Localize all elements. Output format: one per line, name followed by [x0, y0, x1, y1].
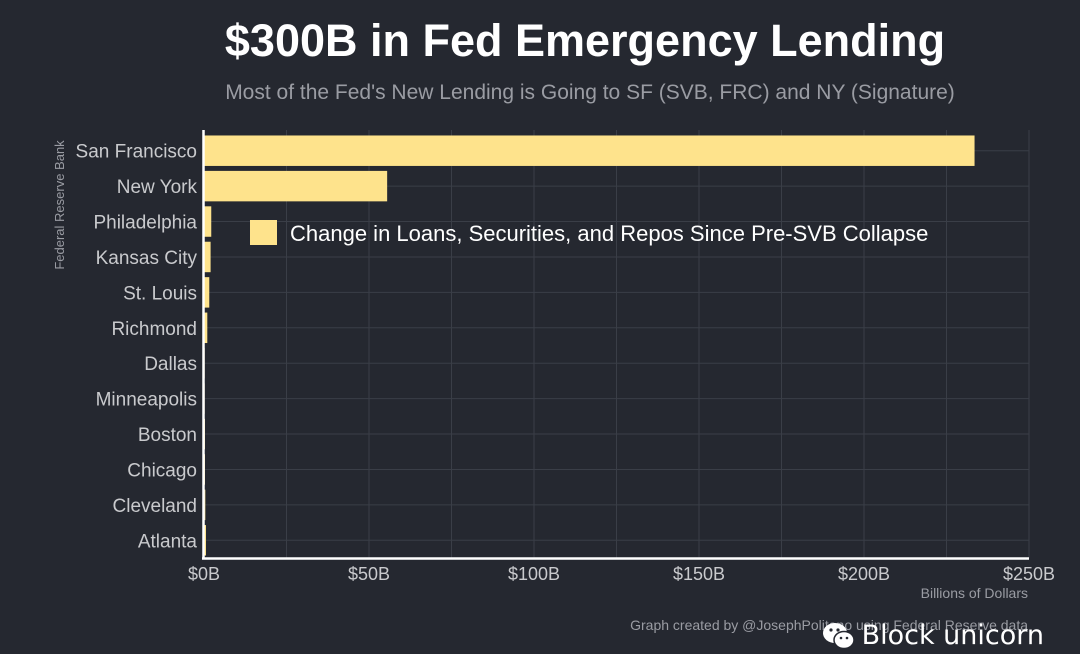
bars — [204, 135, 975, 556]
chart-subtitle: Most of the Fed's New Lending is Going t… — [225, 81, 955, 104]
chart-title: $300B in Fed Emergency Lending — [225, 15, 945, 66]
bar — [204, 206, 212, 237]
y-tick-label: New York — [117, 177, 198, 198]
x-tick-label: $50B — [348, 564, 390, 584]
y-tick-label: Chicago — [127, 460, 197, 481]
y-tick-label: Philadelphia — [93, 213, 197, 234]
x-tick-label: $200B — [838, 564, 890, 584]
watermark: Block unicorn — [822, 620, 1044, 651]
y-tick-labels: San Francisco New York Philadelphia Kansas … — [76, 142, 198, 553]
y-tick-label: Cleveland — [113, 496, 198, 517]
x-axis-label: Billions of Dollars — [921, 585, 1028, 601]
y-tick-label: Dallas — [144, 354, 197, 375]
bar — [204, 135, 975, 166]
bar — [204, 277, 210, 308]
watermark-text: Block unicorn — [861, 620, 1044, 651]
legend-label: Change in Loans, Securities, and Repos S… — [290, 221, 928, 246]
legend-swatch — [250, 220, 277, 245]
y-tick-label: Minneapolis — [96, 390, 197, 411]
y-tick-label: San Francisco — [76, 142, 197, 163]
y-tick-label: Atlanta — [138, 531, 198, 552]
x-tick-label: $250B — [1003, 564, 1055, 584]
legend: Change in Loans, Securities, and Repos S… — [250, 220, 928, 246]
bar — [204, 525, 206, 556]
x-tick-label: $150B — [673, 564, 725, 584]
x-tick-label: $0B — [188, 564, 220, 584]
y-tick-label: Kansas City — [96, 248, 198, 269]
x-tick-labels: $0B $50B $100B $150B $200B $250B — [188, 564, 1055, 584]
y-tick-label: Boston — [138, 425, 197, 446]
x-tick-label: $100B — [508, 564, 560, 584]
y-tick-label: St. Louis — [123, 283, 197, 304]
wechat-icon — [822, 622, 855, 649]
bar — [204, 312, 208, 344]
bar — [204, 241, 211, 273]
y-axis-label: Federal Reserve Bank — [52, 140, 67, 270]
y-tick-label: Richmond — [111, 319, 197, 340]
bar — [204, 170, 388, 202]
